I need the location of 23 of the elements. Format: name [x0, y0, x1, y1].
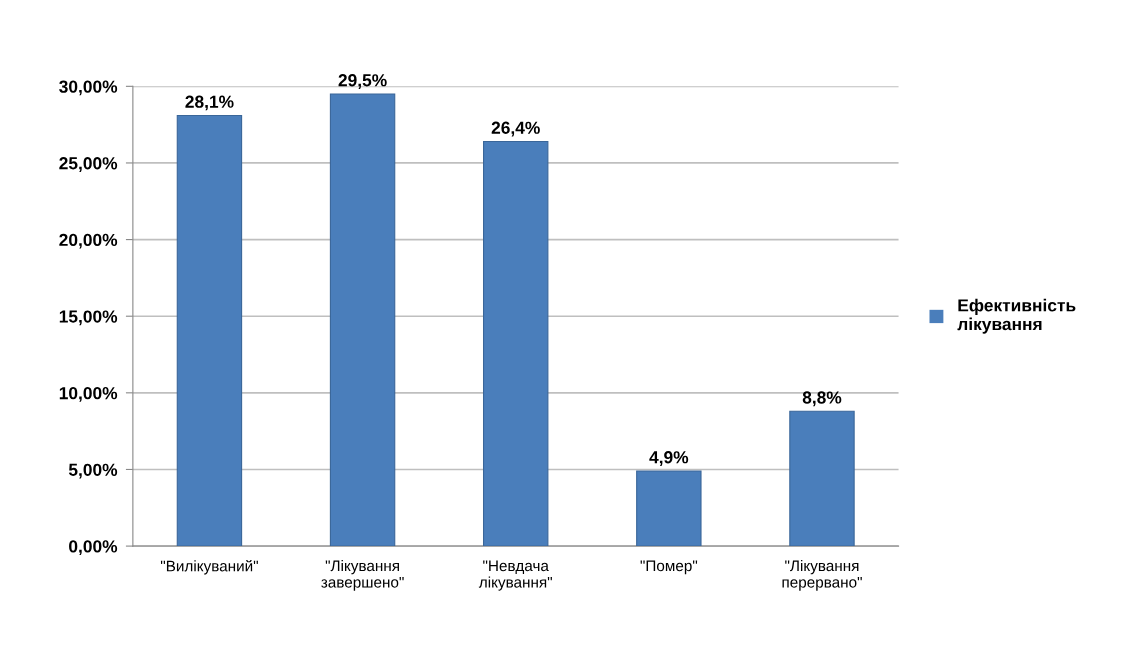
- bar: [789, 410, 855, 547]
- legend-label: Ефективність лікування: [957, 298, 1076, 334]
- bar: [329, 93, 396, 547]
- y-tick-label: 10,00%: [59, 387, 118, 402]
- y-tick-label: 0,00%: [69, 540, 118, 556]
- bar: [482, 140, 549, 547]
- y-tick-label: 30,00%: [59, 80, 118, 96]
- y-tick-label: 20,00%: [59, 233, 118, 249]
- bar: [176, 114, 243, 547]
- x-tick-label: "Лікування завершено": [321, 559, 404, 591]
- y-tick-label: 15,00%: [59, 310, 118, 326]
- x-tick-label: "Лікування перервано": [782, 559, 862, 591]
- x-tick-label: "Помер": [640, 560, 698, 575]
- y-tick-label: 25,00%: [59, 157, 118, 172]
- data-label: 29,5%: [338, 74, 387, 89]
- x-tick-label: "Вилікуваний": [160, 559, 258, 575]
- x-tick-label: "Невдача лікування": [478, 560, 552, 591]
- data-label: 4,9%: [649, 451, 689, 466]
- bar: [636, 470, 702, 547]
- data-label: 26,4%: [491, 121, 540, 137]
- data-label: 8,8%: [802, 391, 842, 407]
- data-label: 28,1%: [185, 95, 234, 111]
- y-tick-label: 5,00%: [68, 463, 118, 479]
